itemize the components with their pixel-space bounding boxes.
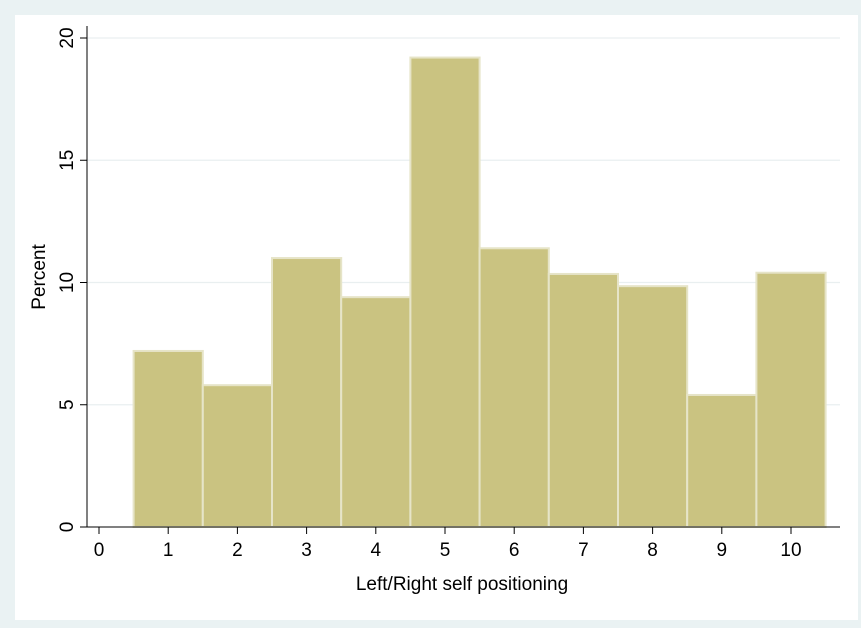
x-tick-label: 10 <box>780 540 801 561</box>
y-tick-label: 15 <box>57 150 78 171</box>
y-tick-label: 0 <box>57 522 78 533</box>
bar-6 <box>478 247 550 529</box>
x-axis-title: Left/Right self positioning <box>356 574 568 595</box>
x-tick-label: 5 <box>440 540 451 561</box>
bar-9 <box>686 393 758 528</box>
x-tick-label: 3 <box>301 540 312 561</box>
y-axis-title: Percent <box>29 244 50 310</box>
bar-5 <box>409 56 481 529</box>
bar-10 <box>755 271 827 528</box>
x-tick-label: 7 <box>578 540 589 561</box>
y-tick-label: 5 <box>57 399 78 410</box>
y-tick-label: 10 <box>57 272 78 293</box>
y-tick-label: 20 <box>57 27 78 48</box>
x-tick-label: 2 <box>232 540 243 561</box>
x-tick-label: 0 <box>94 540 105 561</box>
x-tick-label: 6 <box>509 540 520 561</box>
x-tick-label: 8 <box>647 540 658 561</box>
x-tick-label: 9 <box>717 540 728 561</box>
bar-4 <box>340 296 412 529</box>
bar-3 <box>271 257 343 528</box>
x-tick-label: 4 <box>371 540 382 561</box>
bar-8 <box>617 285 689 529</box>
bar-2 <box>201 384 273 528</box>
y-axis: 0 5 10 15 20 <box>57 26 88 533</box>
bar-7 <box>547 272 619 528</box>
bar-1 <box>132 349 204 528</box>
x-tick-label: 1 <box>163 540 174 561</box>
x-axis: 0 1 2 3 4 5 6 7 8 9 10 <box>87 526 840 561</box>
